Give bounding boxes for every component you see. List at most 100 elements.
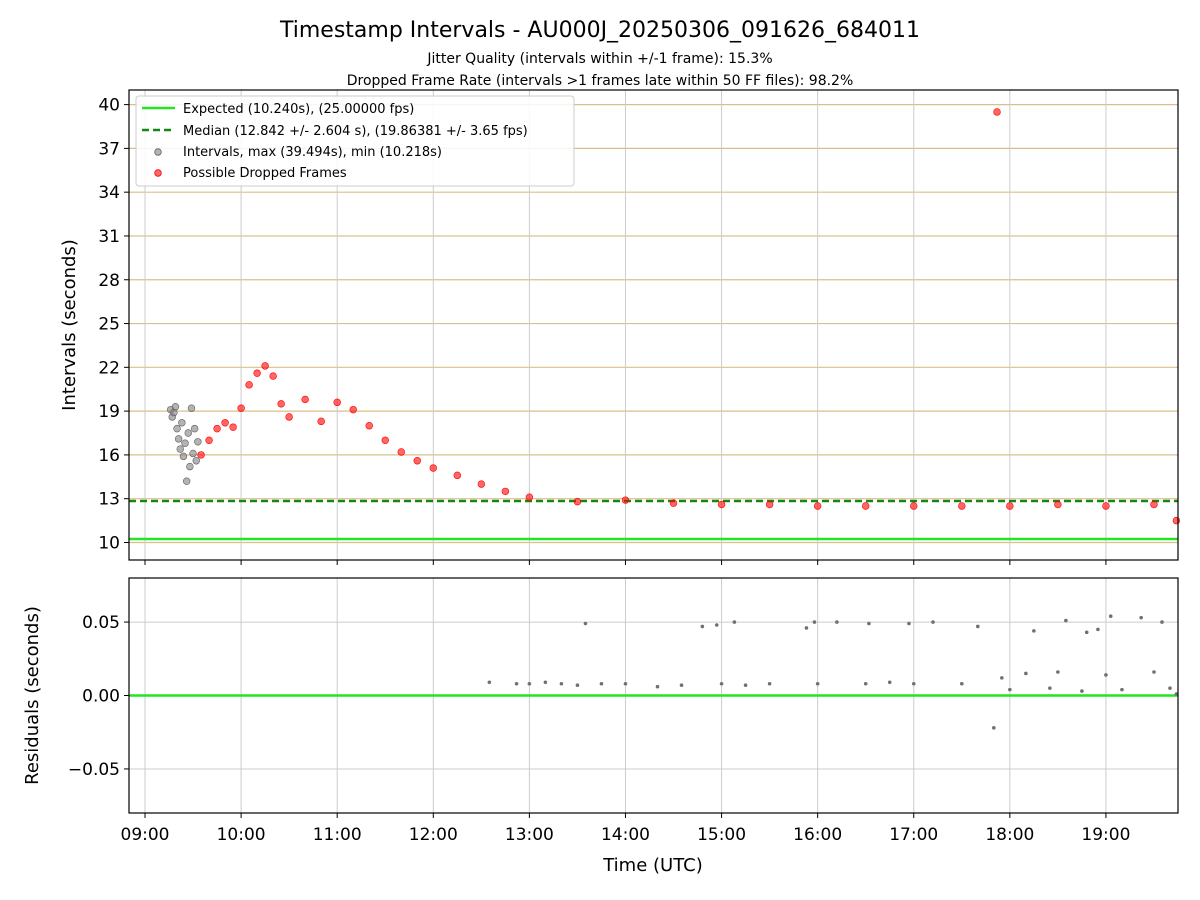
dropped-frame-point [285, 413, 293, 421]
residual-point [743, 683, 748, 688]
residual-point [812, 620, 817, 624]
interval-point [176, 445, 184, 453]
residual-point [1056, 670, 1060, 674]
time-x-tick-label: 09:00 [121, 825, 170, 845]
residual-point [835, 620, 839, 624]
residual-point [1120, 687, 1124, 692]
time-x-tick-label: 13:00 [505, 825, 554, 845]
time-x-tick-label: 14:00 [601, 825, 650, 845]
dropped-frame-point [269, 372, 277, 380]
residual-point [700, 624, 705, 629]
dropped-frame-point [333, 398, 341, 407]
legend-dropped-marker [154, 169, 162, 177]
residual-point [976, 624, 980, 629]
dropped-frame-point [197, 451, 205, 459]
dropped-frame-point [621, 496, 630, 504]
intervals-y-tick-label: 10 [98, 533, 120, 553]
residual-point [907, 621, 911, 626]
residual-point [804, 626, 809, 630]
residuals-y-ticks: −0.05 0.00 0.05 [68, 613, 129, 780]
intervals-y-tick-label: 34 [98, 183, 120, 203]
dropped-frame-point [958, 502, 966, 510]
residual-point [559, 681, 564, 686]
residual-point [1064, 618, 1068, 623]
intervals-gray-points [166, 403, 202, 485]
dropped-frame-point [413, 457, 421, 465]
intervals-plot-frame [128, 89, 1179, 561]
intervals-y-tick-label: 16 [98, 446, 120, 466]
residual-point [767, 681, 772, 686]
intervals-y-tick-label: 31 [98, 227, 120, 247]
residual-point [575, 683, 580, 688]
residual-point [655, 684, 660, 689]
dropped-frame-point [365, 422, 373, 430]
residual-point [732, 620, 737, 624]
residual-point [1032, 629, 1036, 633]
dropped-frame-point [397, 448, 405, 456]
interval-point [190, 424, 199, 433]
dropped-frame-point [245, 381, 253, 389]
residual-point [1080, 689, 1084, 693]
residuals-x-ticks: 09:00 10:00 11:00 12:00 13:00 14:00 15:00 16:00… [121, 813, 1130, 845]
time-x-tick-label: 12:00 [409, 825, 458, 845]
dropped-frame-point [301, 395, 309, 404]
residuals-y-tick-label: −0.05 [68, 760, 120, 780]
dropped-frame-point [477, 480, 486, 488]
residual-point [1174, 692, 1179, 696]
interval-point [194, 438, 202, 446]
dropped-frame-point [277, 400, 285, 408]
residual-point [679, 683, 684, 688]
dropped-frame-point [1102, 502, 1110, 510]
residual-point [863, 681, 868, 686]
interval-point [192, 457, 200, 465]
residual-point [527, 681, 532, 686]
dropped-frame-point [229, 423, 237, 431]
dropped-frame-point [1054, 500, 1062, 509]
residual-point [1152, 670, 1156, 674]
chart-subtitle-jitter: Jitter Quality (intervals within +/-1 fr… [426, 51, 772, 67]
dropped-frame-point [717, 500, 726, 509]
dropped-frame-point [669, 499, 678, 507]
residuals-y-tick-label: 0.00 [82, 687, 120, 707]
interval-point [181, 439, 189, 447]
dropped-frame-point [573, 497, 582, 506]
dropped-frame-point [910, 502, 918, 510]
dropped-frame-point [261, 362, 269, 370]
time-x-tick-label: 19:00 [1081, 825, 1130, 845]
residual-point [1048, 686, 1052, 690]
residual-point [1139, 615, 1143, 620]
residual-point [959, 681, 964, 686]
residual-point [911, 681, 916, 686]
time-x-tick-label: 11:00 [313, 825, 362, 845]
residuals-panel: −0.05 0.00 0.05 09:00 10:00 11:00 12:00 13:00 1… [22, 577, 1179, 876]
dropped-frame-point [381, 436, 389, 445]
residual-point [1104, 673, 1108, 677]
residual-point [623, 681, 628, 686]
residual-point [1000, 676, 1004, 680]
time-x-tick-label: 10:00 [217, 825, 266, 845]
interval-point [182, 477, 191, 485]
intervals-y-tick-label: 13 [98, 490, 120, 510]
dropped-frame-point [1150, 500, 1158, 509]
time-x-axis-label: Time (UTC) [602, 855, 703, 876]
dropped-frame-points [197, 108, 1181, 525]
dropped-frame-point [862, 502, 870, 510]
time-x-tick-label: 15:00 [697, 825, 746, 845]
chart-subtitle-dropped: Dropped Frame Rate (intervals >1 frames … [347, 73, 854, 89]
dropped-frame-point [501, 487, 510, 496]
dropped-frame-point [317, 417, 325, 426]
dropped-frame-point [349, 405, 357, 414]
dropped-frame-point [1006, 502, 1014, 510]
residual-point [931, 620, 935, 624]
residual-point [1008, 687, 1012, 692]
dropped-frame-point [813, 502, 822, 510]
interval-point [174, 435, 183, 443]
dropped-frame-point [237, 404, 245, 412]
residual-points [487, 614, 1179, 730]
dropped-frame-point [205, 436, 213, 445]
intervals-reference-lines [129, 499, 1178, 541]
residual-point [1168, 686, 1172, 690]
intervals-y-tick-label: 40 [98, 96, 120, 116]
intervals-y-tick-label: 28 [98, 271, 120, 291]
